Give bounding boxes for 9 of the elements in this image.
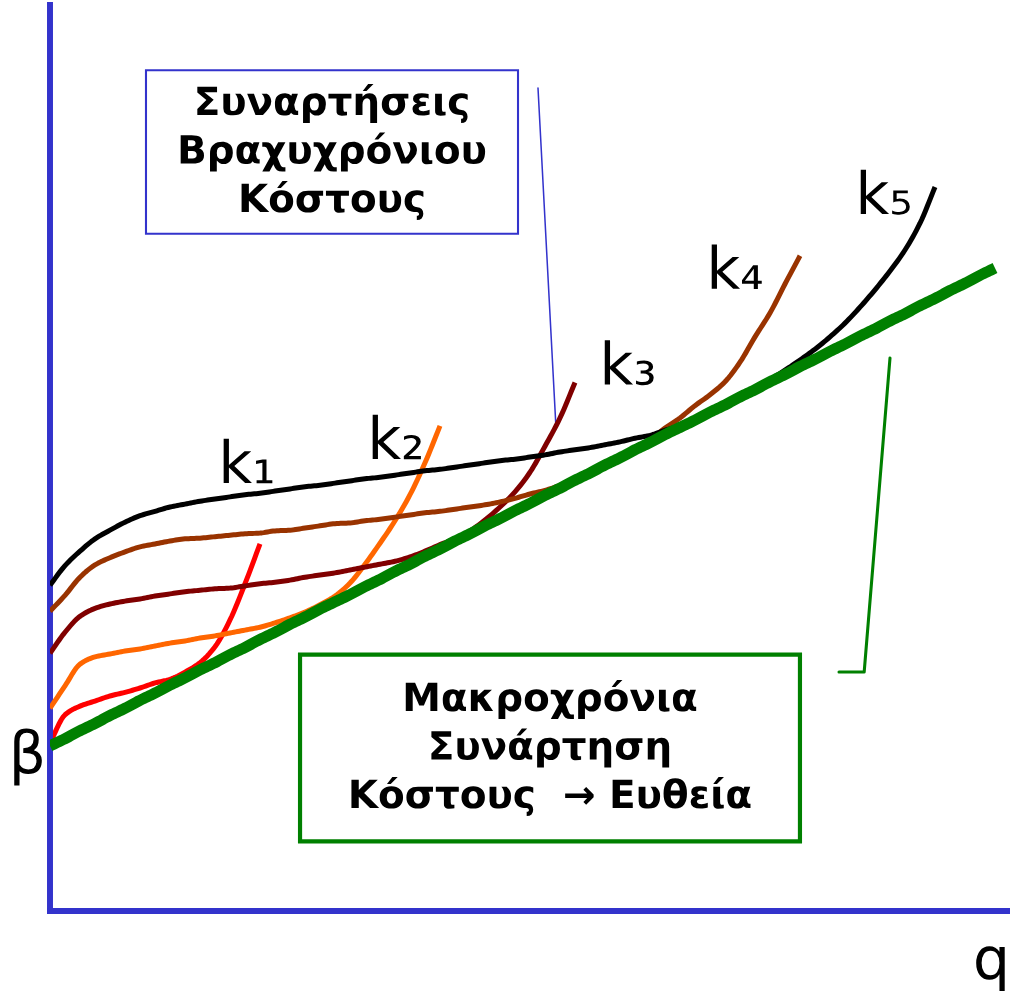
annotation: Μακροχρόνια Συνάρτηση Κόστους → Ευθεία <box>351 679 751 817</box>
series-label: k₃ <box>604 340 654 386</box>
series-label: k₂ <box>372 414 421 460</box>
x-axis-title: q <box>976 946 1005 992</box>
series-label: k₄ <box>711 244 762 290</box>
series-label: k₅ <box>860 169 910 215</box>
series-label: k₁ <box>223 438 273 484</box>
annotation: Συναρτήσεις Βραχυχρόνιου Κόστους <box>180 83 486 221</box>
text: β <box>14 728 42 786</box>
